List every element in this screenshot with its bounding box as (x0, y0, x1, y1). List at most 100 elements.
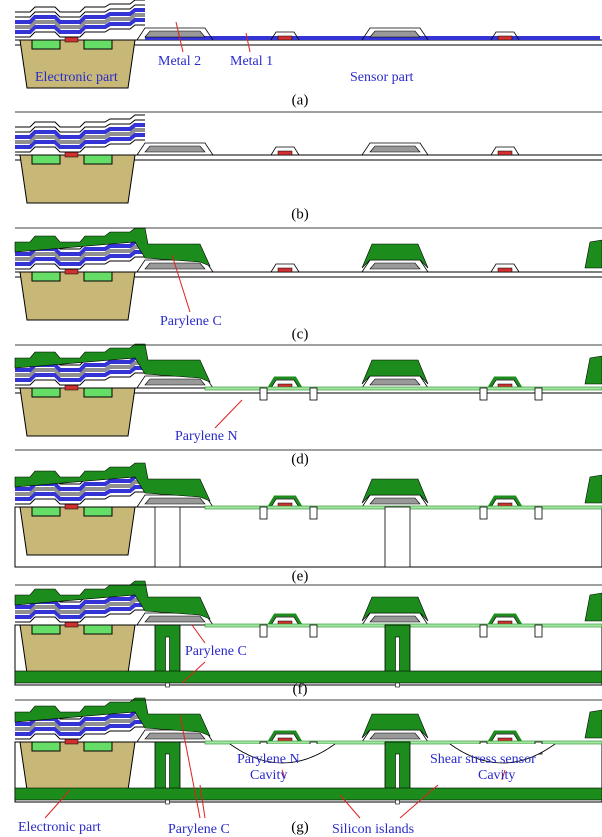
oxide (270, 498, 300, 508)
parylene-n (204, 386, 602, 391)
trench (309, 624, 318, 638)
sensor (277, 35, 293, 41)
label: Parylene C (168, 822, 230, 837)
metal-2 (144, 378, 206, 386)
parylene-c (584, 592, 602, 622)
layer (15, 372, 145, 386)
parylene-c (361, 596, 429, 622)
trench (479, 387, 488, 401)
layer (15, 485, 145, 501)
layer (15, 598, 145, 614)
trench (534, 387, 543, 401)
label: Metal 2 (158, 54, 201, 69)
caption: (e) (292, 568, 309, 584)
metal-2 (144, 145, 206, 153)
layer (15, 18, 145, 34)
layer (15, 24, 145, 38)
trench-gap (165, 636, 170, 688)
pad (83, 154, 113, 165)
layer (15, 13, 145, 29)
metal-2 (369, 378, 421, 386)
label: Electronic part (18, 820, 101, 835)
parylene-c (14, 580, 211, 620)
trench-gap (395, 753, 400, 805)
pointer (399, 784, 439, 819)
metal-2 (369, 497, 421, 505)
parylene-c (14, 343, 211, 383)
caption: (a) (292, 92, 309, 108)
contact (64, 503, 79, 510)
oxide (270, 733, 300, 743)
parylene-n (267, 376, 303, 389)
layer (15, 256, 145, 270)
metal-2 (369, 30, 421, 38)
trench (534, 624, 543, 638)
parylene-c (14, 227, 211, 267)
deep-trench (384, 506, 411, 568)
caption: (f) (293, 681, 308, 697)
metal-2 (144, 497, 206, 505)
trench (534, 506, 543, 520)
pad (31, 624, 61, 635)
layer (15, 123, 145, 139)
sensor (497, 150, 513, 156)
contact (64, 151, 79, 158)
parylene-c-bottom (14, 670, 602, 684)
parylene-n (267, 613, 303, 626)
parylene-c (361, 713, 429, 739)
oxide (490, 146, 520, 156)
label: Electronic part (35, 70, 118, 85)
metal-2 (369, 615, 421, 623)
pointer (199, 784, 206, 819)
pad (31, 39, 61, 50)
layer (15, 361, 145, 377)
metal-2 (144, 732, 206, 740)
pointer (339, 794, 361, 819)
label: Shear stress sensor (430, 752, 536, 767)
metal-2 (144, 30, 206, 38)
pad (83, 624, 113, 635)
parylene-c (584, 709, 602, 739)
layer (15, 366, 145, 382)
caption: (d) (291, 451, 309, 467)
pointer (175, 21, 184, 53)
oxide (361, 142, 429, 156)
trench (259, 506, 268, 520)
parylene-c (584, 239, 602, 269)
pointer (191, 624, 206, 644)
pad (83, 271, 113, 282)
oxide (136, 142, 214, 156)
caption: (b) (291, 206, 309, 222)
contact (64, 738, 79, 745)
parylene-c (14, 462, 211, 502)
oxide (490, 31, 520, 41)
parylene-n (487, 495, 523, 508)
layer (15, 8, 145, 24)
layer (15, 491, 145, 505)
oxide (361, 27, 429, 41)
pointer (179, 714, 201, 819)
label: Sensor part (350, 70, 413, 85)
layer (15, 720, 145, 736)
cavity (449, 743, 556, 764)
label: Cavity (478, 768, 515, 783)
trench (479, 506, 488, 520)
trench (309, 387, 318, 401)
caption: (g) (291, 819, 309, 835)
parylene-n (487, 730, 523, 743)
layer (15, 0, 145, 13)
label: Metal 1 (230, 54, 273, 69)
oxide (490, 379, 520, 389)
layer (15, 114, 145, 128)
layer (15, 480, 145, 496)
metal-2 (369, 145, 421, 153)
label: Parylene N (237, 752, 300, 767)
sensor (497, 35, 513, 41)
layer (15, 4, 145, 18)
pad (31, 271, 61, 282)
cavity (229, 743, 336, 764)
parylene-n (267, 730, 303, 743)
pointer (44, 789, 71, 819)
pad (83, 39, 113, 50)
